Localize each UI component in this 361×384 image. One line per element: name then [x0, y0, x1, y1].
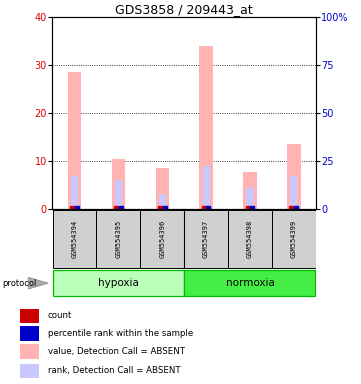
- Bar: [158, 194, 166, 209]
- Text: normoxia: normoxia: [226, 278, 274, 288]
- Text: GSM554395: GSM554395: [115, 220, 121, 258]
- Text: GSM554397: GSM554397: [203, 220, 209, 258]
- Bar: [156, 169, 169, 209]
- Bar: [112, 159, 125, 209]
- Text: GSM554398: GSM554398: [247, 220, 253, 258]
- Text: GSM554399: GSM554399: [291, 220, 297, 258]
- Text: rank, Detection Call = ABSENT: rank, Detection Call = ABSENT: [48, 366, 180, 375]
- Bar: [228, 210, 272, 268]
- Text: GSM554396: GSM554396: [159, 220, 165, 258]
- Text: protocol: protocol: [2, 279, 36, 288]
- Bar: [140, 210, 184, 268]
- Bar: [19, 344, 39, 359]
- Bar: [68, 73, 81, 209]
- Polygon shape: [28, 277, 48, 289]
- Bar: [203, 166, 210, 209]
- Bar: [272, 210, 316, 268]
- Bar: [290, 176, 297, 209]
- Text: count: count: [48, 311, 72, 321]
- Bar: [115, 180, 122, 209]
- Text: value, Detection Call = ABSENT: value, Detection Call = ABSENT: [48, 347, 184, 356]
- Bar: [247, 188, 253, 209]
- Text: hypoxia: hypoxia: [98, 278, 139, 288]
- Bar: [53, 210, 96, 268]
- Bar: [19, 326, 39, 341]
- Bar: [96, 210, 140, 268]
- Bar: [243, 172, 257, 209]
- Title: GDS3858 / 209443_at: GDS3858 / 209443_at: [115, 3, 253, 16]
- Bar: [184, 270, 316, 296]
- Bar: [19, 364, 39, 378]
- Bar: [287, 144, 300, 209]
- Text: GSM554394: GSM554394: [71, 220, 77, 258]
- Bar: [184, 210, 228, 268]
- Bar: [19, 309, 39, 323]
- Bar: [53, 270, 184, 296]
- Bar: [71, 176, 78, 209]
- Text: percentile rank within the sample: percentile rank within the sample: [48, 329, 193, 338]
- Bar: [200, 46, 213, 209]
